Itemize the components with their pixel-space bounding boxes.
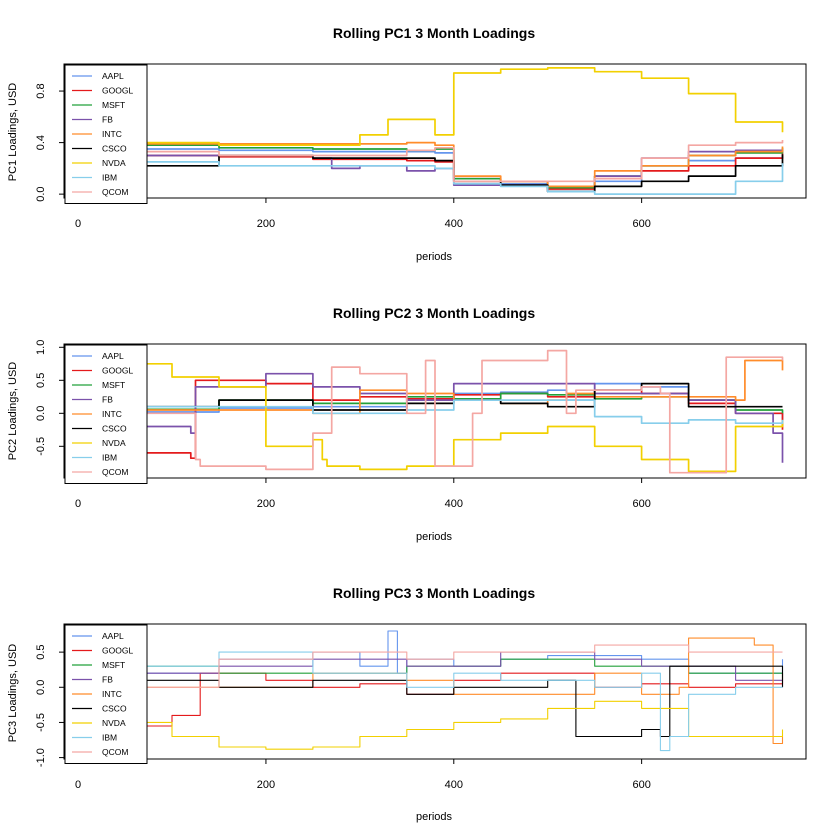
pc3-x-tick-label: 0 <box>75 779 81 791</box>
pc2-y-tick-label: -0.5 <box>35 437 47 456</box>
pc1-legend-label-aapl: AAPL <box>102 71 124 81</box>
pc3-series-line-msft <box>134 658 784 681</box>
pc1-y-tick-label: 0.8 <box>35 83 47 98</box>
pc2-x-tick-label: 400 <box>445 498 463 510</box>
pc3-series-line-qcom <box>134 644 783 688</box>
pc3-plot-frame <box>63 623 807 760</box>
pc1-chart-panel: Rolling PC1 3 Month Loadings periods PC1… <box>7 25 807 263</box>
pc3-y-tick-label: -1.0 <box>35 748 47 767</box>
pc1-chart-title: Rolling PC1 3 Month Loadings <box>333 25 535 41</box>
pc3-series-line-ibm <box>134 651 783 752</box>
pc3-chart-panel: Rolling PC3 3 Month Loadings periods PC3… <box>7 585 807 823</box>
pc1-x-tick-label: 400 <box>445 218 463 230</box>
pc3-legend-label-intc: INTC <box>102 689 122 699</box>
pc1-y-tick-label: 0.4 <box>35 135 47 150</box>
pc2-legend-label-intc: INTC <box>102 409 122 419</box>
pc1-legend-label-intc: INTC <box>102 129 122 139</box>
pc2-x-axis-label: periods <box>416 531 453 543</box>
pc3-legend-label-aapl: AAPL <box>102 631 124 641</box>
pc2-series-line-qcom <box>134 349 784 474</box>
pc1-y-tick-label: 0.0 <box>35 186 47 201</box>
pc2-x-tick-label: 0 <box>75 498 81 510</box>
pc3-legend-label-googl: GOOGL <box>102 646 133 656</box>
pc1-legend-label-msft: MSFT <box>102 100 125 110</box>
pc2-legend-label-googl: GOOGL <box>102 366 133 376</box>
pc1-x-axis-label: periods <box>416 251 453 263</box>
pc1-series-line-nvda <box>134 67 784 147</box>
pc2-y-tick-label: 0.0 <box>35 406 47 421</box>
pc1-legend: AAPL GOOGL MSFT FB INTC CSCO NVDA IBM QCOM <box>64 64 148 204</box>
pc1-legend-label-qcom: QCOM <box>102 187 128 197</box>
pc1-legend-label-fb: FB <box>102 115 113 125</box>
pc1-y-axis-label: PC1 Loadings, USD <box>7 83 19 181</box>
pc3-x-axis-label: periods <box>416 811 453 823</box>
pc2-legend-label-ibm: IBM <box>102 453 117 463</box>
pc2-legend: AAPL GOOGL MSFT FB INTC CSCO NVDA IBM QCOM <box>64 344 148 484</box>
pc3-x-tick-label: 400 <box>445 779 463 791</box>
pc2-chart-panel: Rolling PC2 3 Month Loadings periods PC2… <box>7 305 807 543</box>
pc3-legend-label-ibm: IBM <box>102 733 117 743</box>
pc2-y-tick-label: 0.5 <box>35 373 47 388</box>
pc1-legend-label-ibm: IBM <box>102 173 117 183</box>
pc2-plot-frame <box>63 343 807 479</box>
pc1-series-line-ibm <box>134 161 784 195</box>
pc2-y-tick-label: 1.0 <box>35 340 47 355</box>
pc2-legend-label-qcom: QCOM <box>102 467 128 477</box>
pc3-y-tick-label: 0.5 <box>35 644 47 659</box>
pc2-series-line-csco <box>134 382 783 411</box>
pc1-x-tick-label: 200 <box>257 218 275 230</box>
pc3-series-line-nvda <box>134 700 784 750</box>
pc3-legend-label-nvda: NVDA <box>102 718 126 728</box>
pc1-x-tick-label: 0 <box>75 218 81 230</box>
pc3-y-tick-label: 0.0 <box>35 680 47 695</box>
pc3-y-axis-label: PC3 Loadings, USD <box>7 644 19 742</box>
pc3-x-tick-label: 600 <box>632 779 650 791</box>
pc2-legend-label-msft: MSFT <box>102 380 125 390</box>
pc3-chart-title: Rolling PC3 3 Month Loadings <box>333 585 535 601</box>
pc2-legend-label-nvda: NVDA <box>102 438 126 448</box>
pc3-legend-label-csco: CSCO <box>102 704 127 714</box>
pc2-series-line-ibm <box>134 399 784 425</box>
pc1-series-line-csco <box>134 154 784 193</box>
pc3-legend-label-qcom: QCOM <box>102 747 128 757</box>
pc1-legend-label-nvda: NVDA <box>102 158 126 168</box>
pc2-y-axis-label: PC2 Loadings, USD <box>7 362 19 460</box>
pc3-legend-label-fb: FB <box>102 675 113 685</box>
pc1-legend-label-csco: CSCO <box>102 144 127 154</box>
pc2-legend-label-fb: FB <box>102 395 113 405</box>
pc2-x-tick-label: 200 <box>257 498 275 510</box>
pc3-legend-label-msft: MSFT <box>102 660 125 670</box>
pc1-series-line-qcom <box>134 140 784 183</box>
pc1-x-tick-label: 600 <box>632 218 650 230</box>
pc2-chart-title: Rolling PC2 3 Month Loadings <box>333 305 535 321</box>
pc3-x-tick-label: 200 <box>257 779 275 791</box>
pc1-series-line-aapl <box>134 148 784 188</box>
pc2-legend-label-csco: CSCO <box>102 424 127 434</box>
pc1-legend-label-googl: GOOGL <box>102 86 133 96</box>
pc1-plot-frame <box>63 63 807 199</box>
pc3-y-tick-label: -0.5 <box>35 713 47 732</box>
pc3-legend: AAPL GOOGL MSFT FB INTC CSCO NVDA IBM QCOM <box>64 624 148 764</box>
pc2-x-tick-label: 600 <box>632 498 650 510</box>
pc2-legend-label-aapl: AAPL <box>102 351 124 361</box>
